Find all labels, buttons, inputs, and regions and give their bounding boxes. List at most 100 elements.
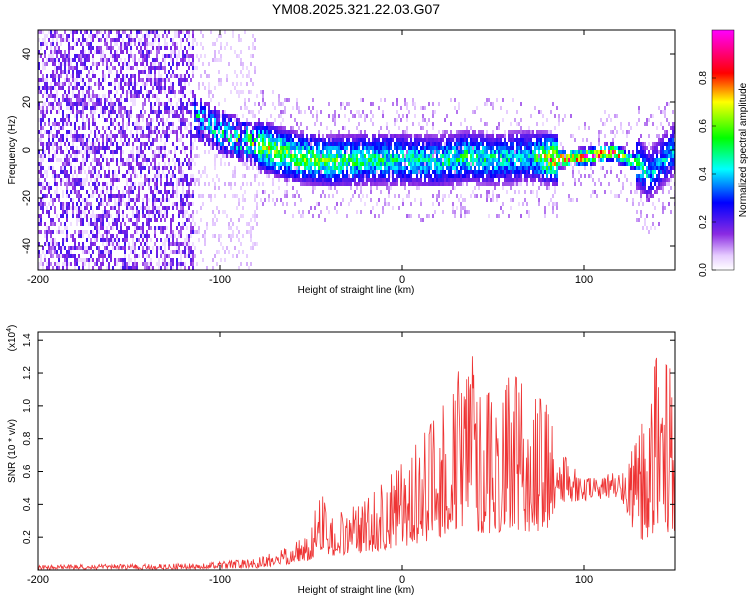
heatmap-cell bbox=[476, 182, 478, 186]
heatmap-cell bbox=[180, 46, 182, 50]
heatmap-cell bbox=[54, 250, 56, 254]
heatmap-cell bbox=[204, 70, 206, 74]
heatmap-cell bbox=[226, 138, 228, 142]
heatmap-cell bbox=[458, 138, 460, 142]
heatmap-cell bbox=[470, 166, 472, 170]
heatmap-cell bbox=[424, 182, 426, 186]
heatmap-cell bbox=[466, 126, 468, 130]
heatmap-cell bbox=[370, 198, 372, 202]
heatmap-cell bbox=[450, 150, 452, 154]
heatmap-cell bbox=[366, 134, 368, 138]
heatmap-cell bbox=[412, 162, 414, 166]
heatmap-cell bbox=[412, 178, 414, 182]
heatmap-cell bbox=[390, 174, 392, 178]
heatmap-cell bbox=[40, 154, 42, 158]
heatmap-cell bbox=[158, 114, 160, 118]
heatmap-cell bbox=[254, 210, 256, 214]
heatmap-cell bbox=[404, 154, 406, 158]
heatmap-cell bbox=[404, 142, 406, 146]
heatmap-cell bbox=[186, 126, 188, 130]
heatmap-cell bbox=[424, 154, 426, 158]
heatmap-cell bbox=[42, 150, 44, 154]
heatmap-cell bbox=[168, 234, 170, 238]
heatmap-cell bbox=[414, 142, 416, 146]
heatmap-cell bbox=[248, 158, 250, 162]
heatmap-cell bbox=[50, 194, 52, 198]
heatmap-cell bbox=[80, 202, 82, 206]
heatmap-cell bbox=[184, 262, 186, 266]
heatmap-cell bbox=[182, 146, 184, 150]
heatmap-cell bbox=[130, 246, 132, 250]
heatmap-cell bbox=[286, 170, 288, 174]
heatmap-cell bbox=[124, 254, 126, 258]
heatmap-cell bbox=[414, 114, 416, 118]
heatmap-cell bbox=[44, 62, 46, 66]
heatmap-cell bbox=[150, 226, 152, 230]
heatmap-cell bbox=[114, 138, 116, 142]
heatmap-cell bbox=[174, 114, 176, 118]
heatmap-cell bbox=[310, 170, 312, 174]
heatmap-cell bbox=[158, 258, 160, 262]
heatmap-cell bbox=[54, 134, 56, 138]
heatmap-cell bbox=[254, 38, 256, 42]
heatmap-cell bbox=[204, 230, 206, 234]
heatmap-cell bbox=[204, 234, 206, 238]
heatmap-cell bbox=[222, 134, 224, 138]
heatmap-cell bbox=[386, 162, 388, 166]
heatmap-cell bbox=[260, 166, 262, 170]
heatmap-cell bbox=[370, 182, 372, 186]
heatmap-cell bbox=[176, 74, 178, 78]
heatmap-cell bbox=[44, 202, 46, 206]
heatmap-cell bbox=[268, 126, 270, 130]
heatmap-cell bbox=[348, 130, 350, 134]
heatmap-cell bbox=[134, 58, 136, 62]
heatmap-cell bbox=[82, 266, 84, 270]
heatmap-cell bbox=[216, 262, 218, 266]
heatmap-cell bbox=[110, 110, 112, 114]
heatmap-cell bbox=[204, 118, 206, 122]
heatmap-cell bbox=[62, 242, 64, 246]
heatmap-cell bbox=[150, 130, 152, 134]
heatmap-cell bbox=[186, 174, 188, 178]
heatmap-cell bbox=[338, 166, 340, 170]
heatmap-cell bbox=[104, 206, 106, 210]
heatmap-cell bbox=[414, 150, 416, 154]
heatmap-cell bbox=[124, 230, 126, 234]
heatmap-cell bbox=[118, 210, 120, 214]
heatmap-cell bbox=[150, 190, 152, 194]
heatmap-cell bbox=[478, 154, 480, 158]
heatmap-cell bbox=[138, 90, 140, 94]
heatmap-cell bbox=[478, 150, 480, 154]
heatmap-cell bbox=[140, 130, 142, 134]
heatmap-cell bbox=[186, 110, 188, 114]
heatmap-cell bbox=[288, 170, 290, 174]
heatmap-cell bbox=[90, 110, 92, 114]
heatmap-cell bbox=[104, 94, 106, 98]
heatmap-cell bbox=[440, 170, 442, 174]
heatmap-cell bbox=[448, 138, 450, 142]
heatmap-cell bbox=[136, 118, 138, 122]
heatmap-cell bbox=[82, 186, 84, 190]
heatmap-cell bbox=[254, 154, 256, 158]
heatmap-cell bbox=[280, 154, 282, 158]
heatmap-cell bbox=[164, 230, 166, 234]
heatmap-cell bbox=[82, 142, 84, 146]
heatmap-cell bbox=[144, 110, 146, 114]
heatmap-cell bbox=[364, 202, 366, 206]
heatmap-cell bbox=[360, 162, 362, 166]
heatmap-cell bbox=[68, 62, 70, 66]
heatmap-cell bbox=[308, 178, 310, 182]
heatmap-cell bbox=[138, 94, 140, 98]
heatmap-cell bbox=[118, 214, 120, 218]
heatmap-cell bbox=[294, 154, 296, 158]
heatmap-cell bbox=[174, 234, 176, 238]
heatmap-cell bbox=[224, 114, 226, 118]
heatmap-cell bbox=[54, 74, 56, 78]
heatmap-cell bbox=[438, 174, 440, 178]
heatmap-cell bbox=[428, 142, 430, 146]
heatmap-cell bbox=[340, 202, 342, 206]
heatmap-cell bbox=[362, 178, 364, 182]
heatmap-cell bbox=[92, 190, 94, 194]
heatmap-cell bbox=[164, 66, 166, 70]
heatmap-cell bbox=[166, 34, 168, 38]
